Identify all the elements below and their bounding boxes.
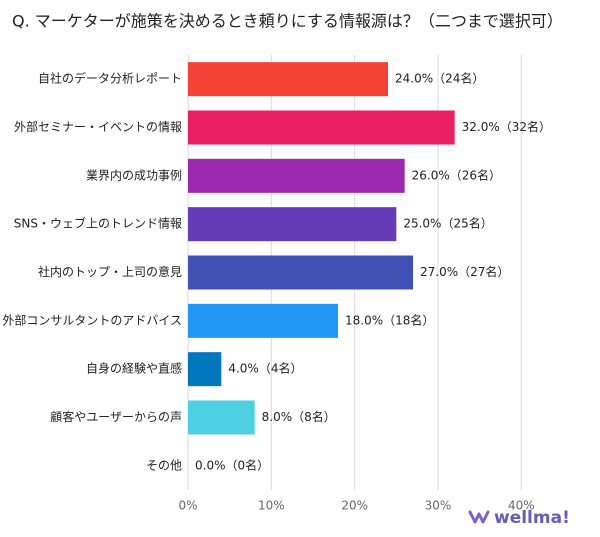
x-tick-label: 30% [425, 499, 452, 513]
bar [188, 207, 397, 242]
value-label: 18.0%（18名） [345, 312, 434, 327]
value-label: 32.0%（32名） [462, 119, 551, 134]
value-label: 26.0%（26名） [412, 167, 501, 182]
bar [188, 352, 222, 387]
y-tick-label: 自社のデータ分析レポート [38, 71, 182, 86]
bar [188, 255, 413, 290]
x-tick-label: 40% [508, 499, 535, 513]
value-label: 25.0%（25名） [403, 216, 492, 231]
bar [188, 400, 255, 435]
value-label: 24.0%（24名） [395, 71, 484, 86]
bar [188, 110, 455, 145]
value-label: 8.0%（8名） [262, 409, 336, 424]
x-tick-label: 0% [178, 499, 197, 513]
y-tick-label: 社内のトップ・上司の意見 [38, 264, 182, 279]
brand-icon [468, 510, 490, 524]
y-tick-label: 業界内の成功事例 [86, 168, 182, 182]
y-tick-label: 顧客やユーザーからの声 [50, 409, 182, 424]
value-label: 4.0%（4名） [228, 361, 302, 376]
y-tick-label: 外部コンサルタントのアドバイス [2, 312, 182, 327]
chart-title: Q. マーケターが施策を決めるとき頼りにする情報源は？（二つまで選択可） [12, 12, 563, 31]
bar [188, 303, 338, 338]
value-label: 27.0%（27名） [420, 264, 509, 279]
x-tick-label: 20% [341, 499, 368, 513]
y-tick-label: 自身の経験や直感 [86, 361, 182, 376]
brand-text: wellma! [494, 508, 570, 528]
y-tick-label: SNS・ウェブ上のトレンド情報 [14, 216, 182, 231]
bar [188, 62, 388, 97]
y-tick-label: 外部セミナー・イベントの情報 [14, 119, 182, 134]
value-label: 0.0%（0名） [195, 457, 269, 472]
x-tick-label: 10% [258, 499, 285, 513]
brand-logo: wellma! [468, 508, 570, 528]
bar [188, 158, 405, 193]
y-tick-label: その他 [146, 458, 182, 472]
